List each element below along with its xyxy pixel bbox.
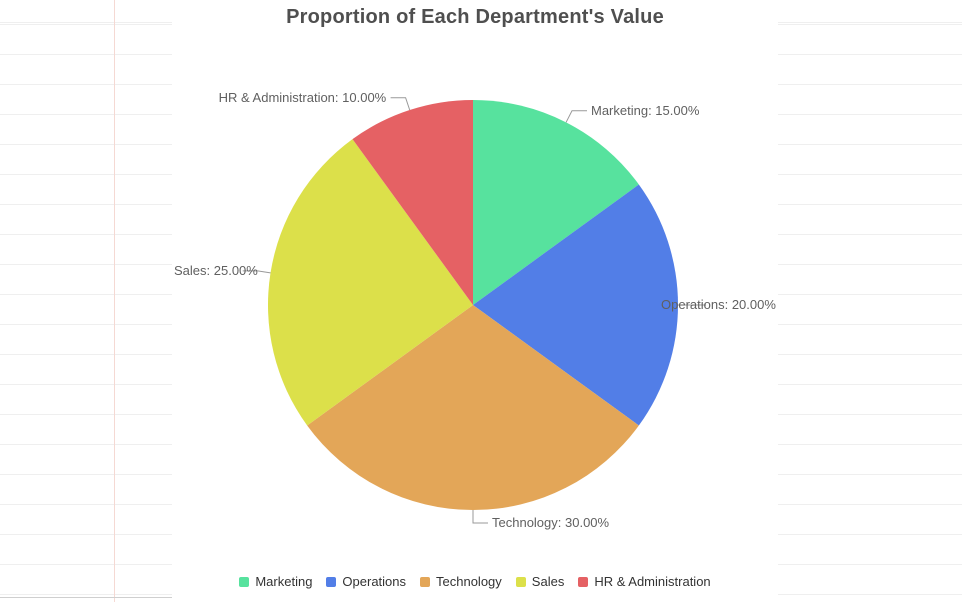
legend-label: Marketing	[255, 574, 313, 589]
legend-label: Operations	[342, 574, 407, 589]
background-vertical-rule	[114, 0, 115, 602]
pie-slice-sales[interactable]	[267, 139, 473, 426]
legend-marker-operations	[326, 576, 337, 587]
chart-legend: Marketing Operations Technology Sales HR & A…	[172, 574, 778, 589]
legend-marker-hr-administration	[578, 576, 589, 587]
legend-item-sales[interactable]: Sales	[515, 574, 565, 589]
legend-item-marketing[interactable]: Marketing	[239, 574, 312, 589]
label-line-hr-administration	[390, 97, 411, 111]
chart-title: Proportion of Each Department's Value	[286, 6, 664, 28]
legend-marker-technology	[420, 576, 431, 587]
label-line-marketing	[565, 110, 587, 123]
background-bottom-rule	[0, 597, 172, 598]
pie-slice-operations[interactable]	[473, 184, 679, 426]
slice-label-technology: Technology: 30.00%	[492, 515, 610, 530]
pie-slice-technology[interactable]	[307, 305, 639, 511]
legend-label: Sales	[531, 574, 565, 589]
slice-label-sales: Sales: 25.00%	[174, 262, 258, 278]
pie-chart[interactable]	[172, 0, 778, 602]
slice-label-hr-administration: HR & Administration: 10.00%	[218, 89, 387, 105]
label-line-technology	[472, 510, 488, 524]
legend-label: HR & Administration	[594, 574, 711, 589]
legend-item-technology[interactable]: Technology	[420, 574, 502, 589]
pie-slice-marketing[interactable]	[473, 100, 639, 305]
legend-item-hr-administration[interactable]: HR & Administration	[578, 574, 711, 589]
legend-label: Technology	[436, 574, 502, 589]
slice-label-marketing: Marketing: 15.00%	[591, 102, 700, 118]
legend-marker-marketing	[239, 576, 250, 587]
label-line-sales	[242, 270, 271, 274]
slice-label-operations: Operations: 20.00%	[661, 297, 776, 312]
legend-marker-sales	[515, 576, 526, 587]
pie-slice-hr-administration[interactable]	[352, 100, 474, 305]
pie-chart-canvas: Proportion of Each Department's Value Ma…	[172, 0, 778, 602]
legend-item-operations[interactable]: Operations	[326, 574, 406, 589]
